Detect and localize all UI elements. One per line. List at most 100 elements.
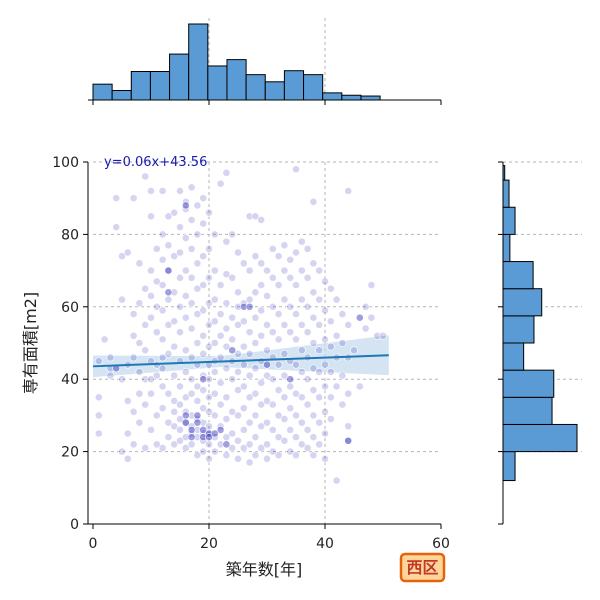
scatter-point xyxy=(170,440,179,449)
scatter-point xyxy=(193,418,202,427)
scatter-point xyxy=(228,335,237,344)
scatter-point xyxy=(205,454,213,463)
scatter-point xyxy=(118,447,126,456)
scatter-point xyxy=(164,266,173,275)
scatter-point xyxy=(158,382,167,391)
scatter-point xyxy=(181,292,190,300)
scatter-point xyxy=(228,407,237,416)
scatter-point xyxy=(187,324,196,333)
scatter-point xyxy=(367,313,376,322)
scatter-point xyxy=(251,364,260,373)
scatter-point xyxy=(164,433,173,442)
scatter-point xyxy=(141,172,150,181)
scatter-point xyxy=(199,331,208,340)
scatter-point xyxy=(286,375,295,384)
scatter-point xyxy=(199,281,208,289)
scatter-point xyxy=(309,313,318,322)
scatter-point xyxy=(193,310,202,318)
y-axis-title: 専有面積[m2] xyxy=(21,292,40,394)
x-hist-bar xyxy=(169,53,190,101)
scatter-point xyxy=(176,248,184,257)
scatter-point xyxy=(100,335,109,344)
scatter-point xyxy=(263,320,271,329)
scatter-point xyxy=(239,444,248,452)
scatter-point xyxy=(315,295,324,304)
scatter-point xyxy=(251,252,260,261)
scatter-point xyxy=(234,454,242,463)
scatter-point xyxy=(239,425,248,434)
scatter-point xyxy=(245,440,254,449)
scatter-point xyxy=(332,476,341,485)
scatter-point xyxy=(193,451,202,460)
scatter-point xyxy=(303,444,312,452)
scatter-point xyxy=(361,324,370,333)
scatter-point xyxy=(280,371,289,380)
scatter-point xyxy=(326,284,335,293)
scatter-point xyxy=(274,386,283,394)
scatter-point xyxy=(181,433,190,442)
scatter-point xyxy=(257,259,266,268)
y-hist-bar xyxy=(502,396,553,425)
scatter-point xyxy=(187,389,196,398)
scatter-point xyxy=(193,284,202,293)
scatter-point xyxy=(141,346,150,355)
scatter-point xyxy=(257,378,266,387)
scatter-point xyxy=(297,320,306,329)
y-hist-bar xyxy=(502,261,534,290)
scatter-point xyxy=(361,302,370,311)
scatter-point xyxy=(263,440,271,449)
scatter-point xyxy=(280,320,289,329)
scatter-point xyxy=(158,306,167,315)
district-badge: 西区 xyxy=(399,552,446,583)
scatter-point xyxy=(309,411,318,420)
scatter-point xyxy=(321,454,329,463)
scatter-point xyxy=(199,375,208,384)
y-hist-bar xyxy=(502,315,535,344)
scatter-point xyxy=(286,302,295,311)
scatter-point xyxy=(205,320,213,329)
scatter-point xyxy=(303,302,312,311)
scatter-point xyxy=(216,179,225,188)
scatter-point xyxy=(257,216,266,224)
y-hist-bar xyxy=(502,423,578,453)
scatter-point xyxy=(338,371,347,380)
y-histogram xyxy=(498,161,582,525)
scatter-point xyxy=(234,436,242,445)
y-hist-bar xyxy=(502,179,510,208)
scatter-point xyxy=(187,216,196,224)
scatter-point xyxy=(286,273,295,282)
scatter-point xyxy=(274,433,283,442)
scatter-point xyxy=(321,277,329,286)
scatter-point xyxy=(338,310,347,318)
scatter-point xyxy=(234,411,242,420)
scatter-point xyxy=(309,259,318,268)
scatter-point xyxy=(135,259,144,268)
scatter-point xyxy=(147,313,155,322)
scatter-point xyxy=(344,389,353,398)
scatter-point xyxy=(268,375,277,384)
scatter-point xyxy=(181,313,190,322)
scatter-point xyxy=(222,324,231,333)
scatter-point xyxy=(315,418,324,427)
scatter-point xyxy=(326,368,335,376)
scatter-point xyxy=(280,295,289,304)
scatter-point xyxy=(234,248,242,257)
scatter-point xyxy=(263,292,271,300)
scatter-point xyxy=(164,241,173,250)
scatter-point xyxy=(141,284,150,293)
scatter-point xyxy=(176,382,184,391)
scatter-point xyxy=(245,266,254,275)
scatter-point xyxy=(344,436,353,445)
scatter-point xyxy=(338,400,347,409)
x-hist-bar xyxy=(111,90,132,101)
scatter-point xyxy=(135,299,144,308)
scatter-point xyxy=(263,346,271,355)
scatter-point xyxy=(129,353,138,362)
scatter-point xyxy=(280,436,289,445)
scatter-point xyxy=(181,411,190,420)
scatter-point xyxy=(176,415,184,423)
district-badge-label: 西区 xyxy=(406,558,438,577)
scatter-point xyxy=(292,281,300,289)
scatter-point xyxy=(193,397,202,405)
scatter-point xyxy=(94,357,103,365)
